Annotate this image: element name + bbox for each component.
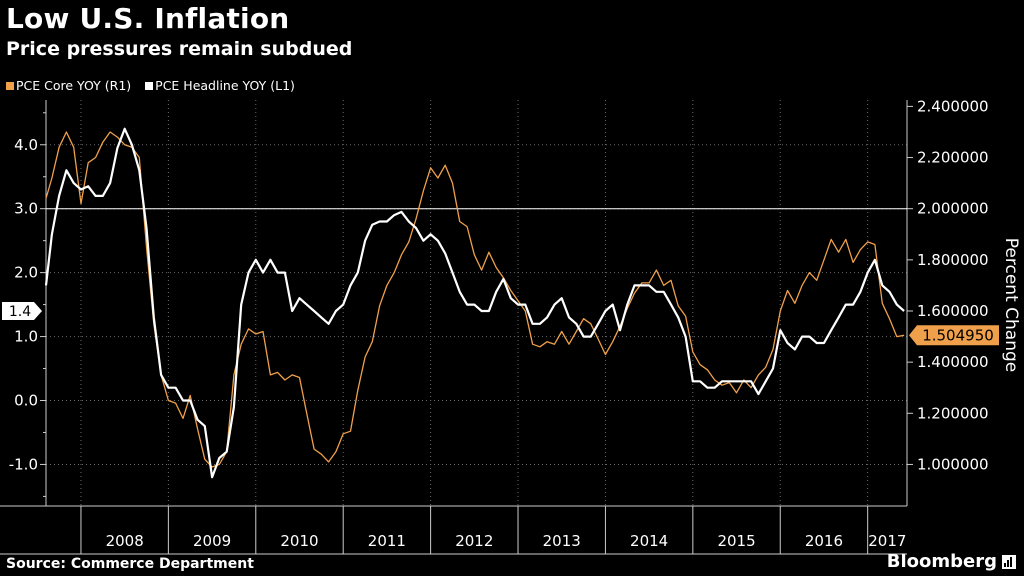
brand-name: Bloomberg: [886, 551, 997, 572]
legend-item-core: PCE Core YOY (R1): [6, 78, 131, 93]
source-note: Source: Commerce Department: [6, 556, 254, 572]
x-tick-label: 2016: [805, 532, 843, 550]
legend-item-headline: PCE Headline YOY (L1): [145, 78, 295, 93]
last-value-label-right: 1.504950: [922, 326, 994, 344]
brand-logo: Bloomberg: [887, 551, 1016, 572]
y-right-tick-label: 2.400000: [917, 97, 989, 115]
y-left-tick-label: 2.0: [14, 264, 38, 282]
chart-legend: PCE Core YOY (R1) PCE Headline YOY (L1): [6, 78, 295, 93]
y-left-tick-label: -1.0: [9, 455, 38, 473]
legend-label-core: PCE Core YOY (R1): [16, 78, 132, 93]
y-left-tick-label: 3.0: [14, 200, 38, 218]
legend-label-headline: PCE Headline YOY (L1): [155, 78, 295, 93]
y-right-tick-label: 1.400000: [917, 353, 989, 371]
x-tick-label: 2012: [455, 532, 493, 550]
y-right-axis-title: Percent Change: [1001, 238, 1021, 372]
y-right-tick-label: 2.000000: [917, 200, 989, 218]
y-right-tick-label: 1.800000: [917, 251, 989, 269]
y-right-tick-label: 1.600000: [917, 302, 989, 320]
last-value-badge-right: [909, 325, 999, 346]
y-right-tick-label: 2.200000: [917, 149, 989, 167]
x-tick-label: 2008: [106, 532, 144, 550]
series-line-core: [45, 131, 905, 468]
bar-chart-icon: [1002, 554, 1016, 569]
legend-swatch-headline: [145, 81, 154, 90]
x-tick-label: 2011: [368, 532, 406, 550]
last-value-label-left: 1.4: [9, 304, 31, 320]
legend-swatch-core: [6, 81, 14, 90]
y-right-tick-label: 1.000000: [917, 455, 989, 473]
x-tick-label: 2010: [280, 532, 318, 550]
x-tick-label: 2009: [193, 532, 231, 550]
x-tick-label: 2014: [630, 532, 668, 550]
x-tick-label: 2013: [543, 532, 581, 550]
x-tick-label: 2015: [717, 532, 755, 550]
x-tick-label: 2017: [868, 532, 906, 550]
y-left-tick-label: 4.0: [14, 136, 38, 154]
chart-title: Low U.S. Inflation: [6, 2, 290, 35]
chart-subtitle: Price pressures remain subdued: [6, 38, 353, 60]
y-left-tick-label: 0.0: [14, 392, 38, 410]
y-right-tick-label: 1.200000: [917, 404, 989, 422]
y-left-tick-label: 1.0: [14, 328, 38, 346]
series-line-headline: [44, 127, 905, 479]
last-value-badge-left: [2, 301, 42, 320]
